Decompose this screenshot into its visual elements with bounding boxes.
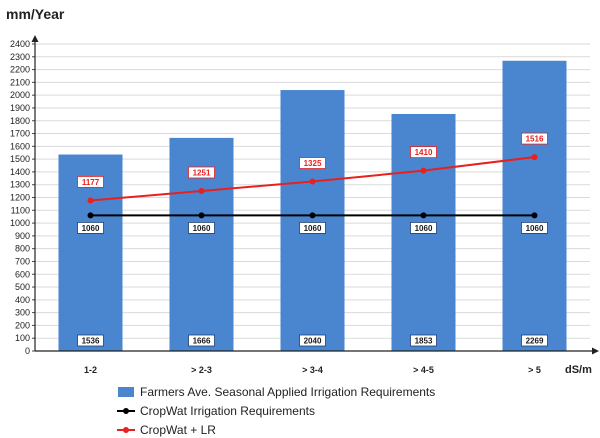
series-point (198, 187, 205, 194)
x-axis-categories: 1-2 > 2-3 > 3-4 > 4-5 > 5 (84, 365, 541, 375)
y-tick-label: 1400 (10, 167, 30, 177)
legend-label: CropWat Irrigation Requirements (140, 404, 315, 418)
y-tick-label: 100 (15, 333, 30, 343)
y-tick-label: 2400 (10, 39, 30, 49)
line-value-box (410, 222, 437, 234)
y-tick-label: 2100 (10, 77, 30, 87)
legend-swatch-point (123, 427, 129, 433)
line-value-label: 1060 (82, 224, 100, 233)
line-value-label: 1410 (415, 148, 433, 157)
series-point (531, 154, 538, 161)
bar-series (58, 60, 567, 352)
line-value-box (188, 222, 215, 234)
bar-value-label: 1666 (193, 337, 211, 346)
y-tick-label: 2200 (10, 65, 30, 75)
y-tick-label: 700 (15, 256, 30, 266)
line-value-box (299, 222, 326, 234)
bar-value-box (77, 334, 104, 347)
line-value-label: 1177 (82, 178, 100, 187)
y-tick-label: 300 (15, 308, 30, 318)
bar (280, 90, 345, 352)
y-tick-label: 200 (15, 320, 30, 330)
series-point (87, 212, 94, 219)
legend: Farmers Ave. Seasonal Applied Irrigation… (117, 385, 435, 437)
y-tick-label: 1600 (10, 141, 30, 151)
x-category-label: 1-2 (84, 365, 97, 375)
axes (31, 35, 599, 355)
bar-value-label: 2269 (526, 337, 544, 346)
y-tick-label: 1700 (10, 129, 30, 139)
y-axis-arrow (31, 35, 39, 42)
line-value-box (77, 176, 104, 188)
x-category-label: > 5 (528, 365, 541, 375)
x-axis-unit: dS/m (565, 364, 592, 376)
x-axis-arrow (592, 347, 599, 355)
line-value-label: 1060 (415, 224, 433, 233)
line-value-label: 1060 (526, 224, 544, 233)
line-value-box (188, 166, 215, 179)
legend-swatch-bar (118, 387, 134, 397)
y-tick-label: 900 (15, 231, 30, 241)
bar-value-label: 1853 (415, 337, 433, 346)
series-point (87, 197, 94, 204)
y-tick-label: 800 (15, 244, 30, 254)
series-point (531, 212, 538, 219)
y-axis-ticks: 0 100 200 300 400 500 600 700 800 900 1000 1100 1200… (10, 39, 35, 356)
bar-value-box (188, 334, 215, 347)
line-value-box (521, 132, 548, 145)
bar-value-box (521, 334, 548, 347)
bar-value-box (299, 334, 326, 347)
legend-label: CropWat + LR (140, 423, 216, 437)
series-point (420, 167, 427, 174)
line-value-label: 1325 (304, 159, 322, 168)
line-value-box (521, 222, 548, 234)
x-category-label: > 3-4 (302, 365, 323, 375)
bar-value-label: 2040 (304, 337, 322, 346)
y-tick-label: 600 (15, 269, 30, 279)
y-tick-label: 1300 (10, 180, 30, 190)
line-value-label: 1516 (526, 135, 544, 144)
series-point (198, 212, 205, 219)
x-category-label: > 4-5 (413, 365, 434, 375)
y-tick-label: 400 (15, 295, 30, 305)
y-tick-label: 1800 (10, 116, 30, 126)
bar (502, 60, 567, 352)
y-tick-label: 1500 (10, 154, 30, 164)
line-value-label: 1060 (193, 224, 211, 233)
line-value-box (77, 222, 104, 234)
y-tick-label: 2000 (10, 90, 30, 100)
y-axis-unit: mm/Year (6, 6, 65, 22)
y-tick-label: 1100 (11, 205, 30, 215)
y-tick-label: 500 (15, 282, 30, 292)
legend-swatch-point (123, 408, 129, 414)
series-point (420, 212, 427, 219)
y-tick-label: 1000 (10, 218, 30, 228)
series-point (309, 178, 316, 185)
x-category-label: > 2-3 (191, 365, 212, 375)
y-tick-label: 2300 (10, 52, 30, 62)
series-point (309, 212, 316, 219)
y-tick-label: 1900 (10, 103, 30, 113)
line-series (87, 154, 538, 219)
y-tick-label: 0 (25, 346, 30, 356)
y-tick-label: 1200 (10, 193, 30, 203)
line-value-label: 1060 (304, 224, 322, 233)
line-value-label: 1251 (193, 168, 211, 177)
legend-label: Farmers Ave. Seasonal Applied Irrigation… (140, 385, 435, 399)
bar-value-box (410, 334, 437, 347)
line-value-box (299, 157, 326, 169)
line-value-box (410, 146, 437, 159)
bar-value-label: 1536 (82, 337, 100, 346)
data-labels: 1536 1666 2040 1853 2269 1060 1060 1060 1060 1060… (77, 132, 548, 347)
